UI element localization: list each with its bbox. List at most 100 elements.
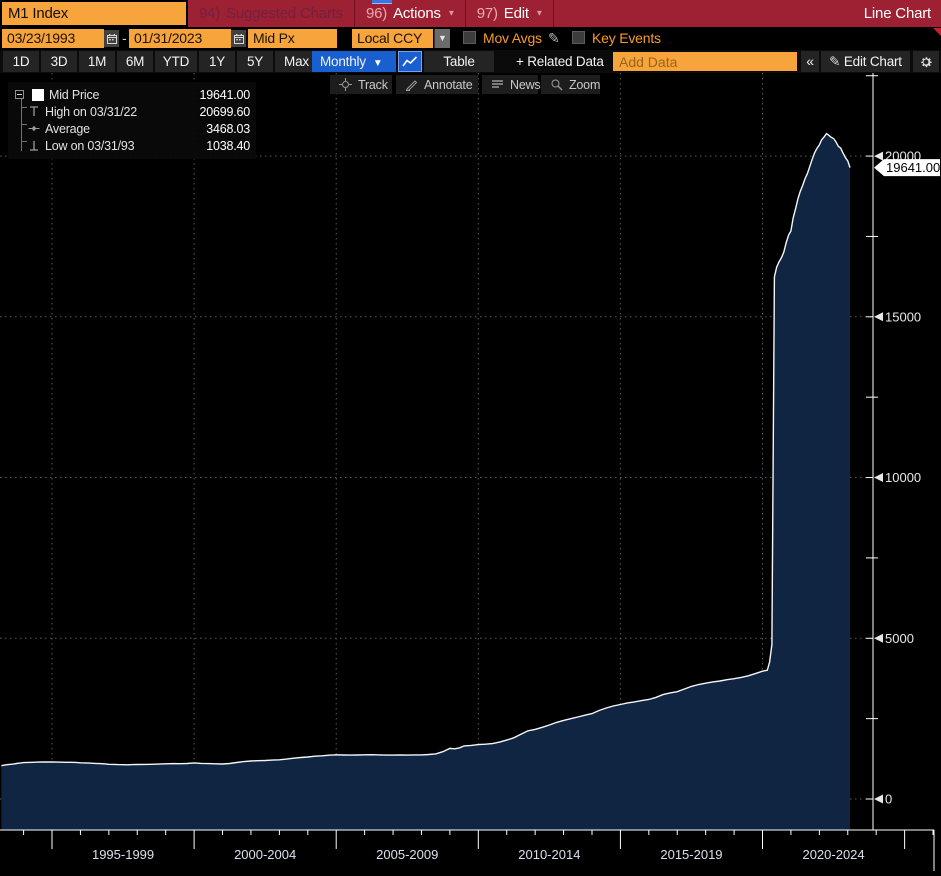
series-swatch — [31, 88, 44, 101]
y-tick-arrow-icon — [874, 633, 883, 643]
tool-label: News — [510, 77, 541, 92]
track-button[interactable]: Track — [330, 75, 392, 94]
legend-tree-line — [21, 99, 22, 151]
x-axis-label: 2005-2009 — [376, 847, 438, 862]
tool-label: Track — [358, 77, 388, 92]
currency-dropdown-button[interactable]: ▼ — [434, 29, 450, 48]
high-marker — [27, 105, 40, 118]
line-chart-icon — [402, 56, 418, 67]
pencil-icon[interactable]: ✎ — [548, 30, 560, 46]
zoom-button[interactable]: Zoom — [541, 75, 600, 94]
series-area — [1, 133, 850, 831]
gear-icon — [921, 56, 932, 67]
legend-value: 1038.40 — [206, 138, 250, 153]
range-button-3d[interactable]: 3D — [41, 51, 77, 72]
tool-label: Zoom — [569, 77, 601, 92]
legend-row-1[interactable]: High on 03/31/22 20699.60 — [13, 103, 250, 120]
average-marker — [27, 122, 40, 135]
partial-dropdown-artifact — [372, 0, 392, 4]
red-menu-strip: 94) Suggested Charts 96) Actions ▾ 97) Edit ▾ L… — [188, 0, 941, 27]
range-button-max[interactable]: Max — [275, 51, 318, 72]
chart-settings-button[interactable] — [913, 51, 939, 72]
x-axis-label: 2015-2019 — [660, 847, 722, 862]
add-data-input[interactable] — [613, 52, 797, 71]
legend-value: 19641.00 — [199, 87, 250, 102]
settings-bar: 03/23/1993 - 01/31/2023 Mid Px Local CCY… — [0, 27, 941, 50]
y-tick-arrow-icon — [874, 473, 883, 483]
chart-area[interactable]: 0 5000 10000 15000 20000 1995-1999 2000-2004 20… — [0, 73, 941, 871]
date-to-input[interactable]: 01/31/2023 — [129, 29, 231, 48]
last-price-value: 19641.00 — [886, 160, 940, 175]
key-events-label[interactable]: Key Events — [592, 30, 661, 46]
legend-label: Average — [45, 121, 90, 136]
menu-item-suggested-charts[interactable]: 94) Suggested Charts — [188, 0, 355, 27]
range-button-6m[interactable]: 6M — [117, 51, 153, 72]
calendar-icon[interactable] — [104, 30, 119, 47]
y-tick-arrow-icon — [874, 794, 883, 804]
calendar-icon[interactable] — [231, 30, 246, 47]
key-events-checkbox[interactable] — [572, 31, 585, 44]
edit-chart-button[interactable]: ✎ Edit Chart — [821, 51, 910, 72]
y-tick-arrow-icon — [874, 151, 883, 161]
tool-label: Annotate — [424, 77, 473, 92]
edit-chart-label: Edit Chart — [843, 54, 902, 69]
news-icon — [491, 78, 504, 91]
caret-down-icon: ▼ — [438, 33, 447, 43]
range-button-1d[interactable]: 1D — [3, 51, 39, 72]
y-tick-arrow-icon — [874, 312, 883, 322]
period-dropdown[interactable]: Monthly ▼ — [312, 51, 396, 72]
legend-row-3[interactable]: Low on 03/31/93 1038.40 — [13, 137, 250, 154]
legend-label: Mid Price — [49, 87, 100, 102]
chart-type-label: Line Chart — [863, 5, 931, 22]
y-axis-label: 0 — [885, 792, 892, 807]
table-button[interactable]: Table — [424, 51, 494, 72]
line-chart-type-button[interactable] — [398, 51, 422, 72]
last-price-tag — [874, 159, 940, 177]
news-button[interactable]: News — [482, 75, 541, 94]
caret-down-icon: ▼ — [372, 58, 383, 69]
top-menu-bar: 94) Suggested Charts 96) Actions ▾ 97) Edit ▾ L… — [0, 0, 941, 27]
chart-legend: Mid Price 19641.00 High on 03/31/22 20699.6… — [8, 82, 256, 159]
menu-number: 97) — [476, 5, 498, 22]
x-axis-label: 1995-1999 — [92, 847, 154, 862]
currency-select[interactable]: Local CCY — [352, 29, 433, 48]
chevrons-left-icon: « — [806, 53, 814, 69]
price-field-input[interactable]: Mid Px — [248, 29, 337, 48]
legend-label: High on 03/31/22 — [45, 104, 138, 119]
y-axis-label: 15000 — [885, 309, 921, 324]
x-axis-label: 2020-2024 — [802, 847, 864, 862]
period-value: Monthly — [320, 54, 366, 69]
date-from-input[interactable]: 03/23/1993 — [2, 29, 104, 48]
annotate-button[interactable]: Annotate — [396, 75, 478, 94]
range-button-ytd[interactable]: YTD — [155, 51, 197, 72]
y-axis-label: 5000 — [885, 631, 914, 646]
y-axis-label: 10000 — [885, 470, 921, 485]
menu-item-edit[interactable]: 97) Edit ▾ — [466, 0, 554, 27]
crosshair-icon — [339, 78, 352, 91]
range-button-1m[interactable]: 1M — [79, 51, 115, 72]
menu-label: Suggested Charts — [226, 5, 343, 22]
series-line — [1, 132, 851, 767]
legend-row-0[interactable]: Mid Price 19641.00 — [13, 86, 250, 103]
range-button-5y[interactable]: 5Y — [237, 51, 273, 72]
related-data-button[interactable]: + Related Data — [516, 54, 604, 69]
mov-avgs-label[interactable]: Mov Avgs — [483, 30, 542, 46]
chart-toolbar: 1D 3D 1M 6M YTD 1Y 5Y Max Monthly ▼ Table + Rela… — [0, 50, 941, 73]
menu-label: Actions — [393, 5, 441, 22]
x-axis-label: 2000-2004 — [234, 847, 296, 862]
menu-item-actions[interactable]: 96) Actions ▾ — [355, 0, 466, 27]
mov-avgs-checkbox[interactable] — [463, 31, 476, 44]
caret-down-icon: ▾ — [536, 8, 542, 19]
legend-row-2[interactable]: Average 3468.03 — [13, 120, 250, 137]
range-button-1y[interactable]: 1Y — [199, 51, 235, 72]
tree-expander-icon[interactable] — [13, 88, 26, 101]
legend-label: Low on 03/31/93 — [45, 138, 135, 153]
legend-value: 20699.60 — [199, 104, 250, 119]
menu-items: 94) Suggested Charts 96) Actions ▾ 97) Edit ▾ — [188, 0, 554, 27]
magnifier-icon — [550, 78, 563, 91]
x-axis-label: 2010-2014 — [518, 847, 580, 862]
ticker-input[interactable]: M1 Index — [2, 2, 186, 25]
collapse-toolbar-button[interactable]: « — [801, 51, 819, 72]
